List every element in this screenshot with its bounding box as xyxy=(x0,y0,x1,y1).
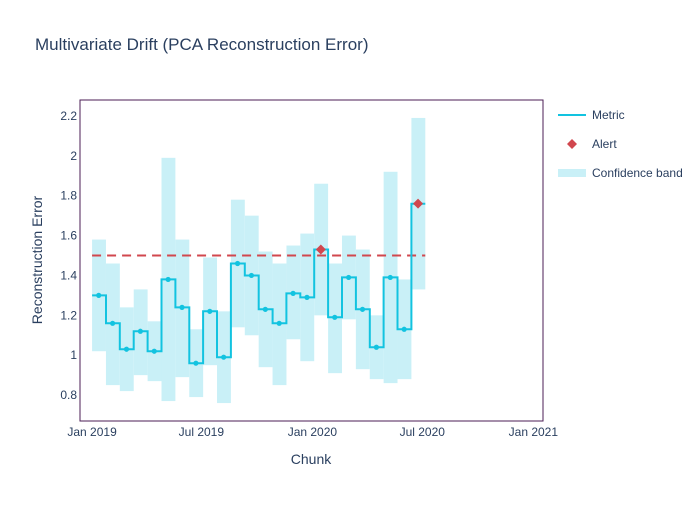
metric-point-20 xyxy=(373,344,379,350)
metric-step-line xyxy=(92,202,426,365)
legend-label-band: Confidence band xyxy=(592,166,683,180)
x-axis-ticks: Jan 2019 Jul 2019 Jan 2020 Jul 2020 Jan 2021 xyxy=(67,425,558,439)
metric-point-13 xyxy=(276,320,282,326)
y-axis-ticks: 0.8 1 1.2 1.4 1.6 1.8 2 2.2 xyxy=(60,109,77,402)
x-axis-label: Chunk xyxy=(291,451,332,467)
alert-marker-23 xyxy=(413,198,424,209)
y-tick-label-3: 1.4 xyxy=(60,268,77,282)
metric-point-6 xyxy=(179,304,185,310)
metric-point-11 xyxy=(248,272,255,279)
metric-point-7 xyxy=(193,360,199,366)
x-tick-label-0: Jan 2019 xyxy=(67,425,117,439)
y-axis-label: Reconstruction Error xyxy=(29,195,45,324)
y-tick-label-7: 2.2 xyxy=(60,109,77,123)
y-tick-label-4: 1.6 xyxy=(60,229,77,243)
metric-point-17 xyxy=(332,314,338,320)
metric-point-19 xyxy=(359,306,366,312)
metric-point-22 xyxy=(401,326,407,332)
metric-point-12 xyxy=(262,306,268,312)
metric-point-18 xyxy=(346,274,352,281)
metric-point-5 xyxy=(165,276,171,283)
legend-alert-swatch xyxy=(567,139,577,149)
x-tick-label-2: Jan 2020 xyxy=(288,425,338,439)
chart-title: Multivariate Drift (PCA Reconstruction E… xyxy=(35,35,368,54)
metric-point-21 xyxy=(387,274,393,281)
alert-marker-16 xyxy=(315,244,326,255)
x-tick-label-4: Jan 2021 xyxy=(509,425,559,439)
metric-point-9 xyxy=(221,354,227,360)
metric-point-2 xyxy=(123,346,130,352)
y-tick-label-5: 1.8 xyxy=(60,189,77,203)
metric-point-10 xyxy=(234,260,241,267)
y-tick-label-6: 2 xyxy=(70,149,77,163)
x-tick-label-3: Jul 2020 xyxy=(400,425,446,439)
alert-markers xyxy=(315,198,424,255)
y-tick-label-0: 0.8 xyxy=(60,388,77,402)
metric-point-4 xyxy=(151,348,157,354)
legend-label-alert: Alert xyxy=(592,137,617,151)
metric-point-1 xyxy=(109,320,116,326)
legend-band-swatch xyxy=(558,169,586,177)
metric-point-0 xyxy=(96,292,102,298)
metric-layer xyxy=(92,202,426,365)
plot-frame xyxy=(79,99,544,422)
metric-point-15 xyxy=(304,294,310,300)
legend: Metric Alert Confidence band xyxy=(558,108,683,180)
confidence-bands xyxy=(92,117,426,404)
y-tick-label-2: 1.2 xyxy=(60,308,77,322)
legend-label-metric: Metric xyxy=(592,108,625,122)
y-tick-label-1: 1 xyxy=(70,348,77,362)
metric-point-3 xyxy=(137,328,143,334)
metric-point-14 xyxy=(290,290,296,296)
metric-point-8 xyxy=(207,308,213,314)
x-tick-label-1: Jul 2019 xyxy=(179,425,225,439)
metric-markers xyxy=(96,260,407,366)
